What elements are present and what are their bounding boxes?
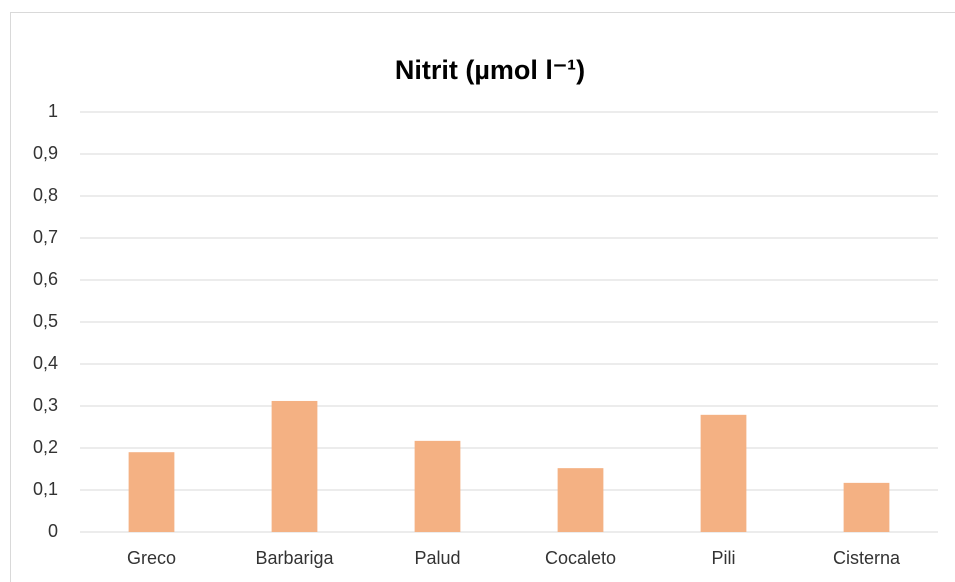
bar [843, 482, 890, 532]
y-tick-label: 0 [48, 521, 58, 541]
x-tick-label: Pili [711, 548, 735, 568]
y-tick-label: 0,9 [33, 143, 58, 163]
y-tick-label: 0,4 [33, 353, 58, 373]
y-tick-label: 0,5 [33, 311, 58, 331]
x-tick-label: Palud [414, 548, 460, 568]
chart-title: Nitrit (µmol l⁻¹) [395, 55, 585, 85]
bar [557, 468, 604, 532]
y-tick-label: 0,1 [33, 479, 58, 499]
y-tick-label: 0,8 [33, 185, 58, 205]
y-tick-label: 0,6 [33, 269, 58, 289]
bar [271, 400, 318, 532]
y-tick-label: 1 [48, 101, 58, 121]
x-tick-label: Cocaleto [545, 548, 616, 568]
y-tick-label: 0,2 [33, 437, 58, 457]
bar [414, 440, 461, 532]
x-tick-label: Barbariga [255, 548, 334, 568]
bar [700, 414, 747, 532]
y-tick-label: 0,7 [33, 227, 58, 247]
bar [128, 452, 175, 532]
y-tick-label: 0,3 [33, 395, 58, 415]
x-tick-label: Greco [127, 548, 176, 568]
x-tick-label: Cisterna [833, 548, 901, 568]
